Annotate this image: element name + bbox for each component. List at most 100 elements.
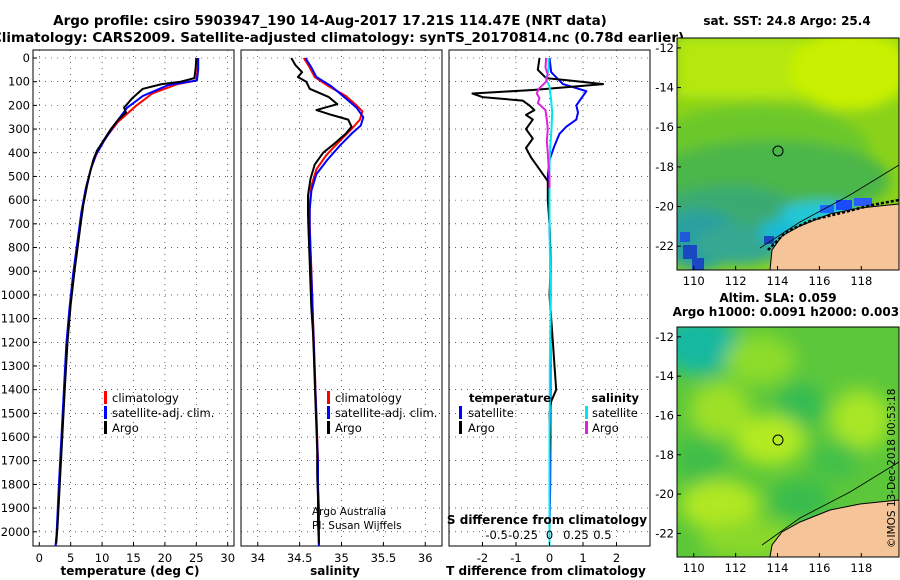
legend-swatch-climatology <box>327 391 330 404</box>
map-lat-label: -22 <box>655 239 674 253</box>
secondary-x-tick-label: 0.25 <box>563 528 589 542</box>
sst-map-title: sat. SST: 24.8 Argo: 25.4 <box>703 14 870 28</box>
secondary-x-tick-label: -0.5 <box>485 528 507 542</box>
legend-label-argo: Argo <box>112 421 139 435</box>
credit-line1: Argo Australia <box>312 506 386 518</box>
x-tick-label: 35 <box>334 551 349 565</box>
legend-header-temperature: temperature <box>469 391 551 405</box>
series-salinity-satellite <box>545 58 554 546</box>
sst-map-field <box>677 38 899 270</box>
depth-tick-label: 300 <box>8 122 30 136</box>
x-tick-label: 5 <box>67 551 74 565</box>
depth-tick-label: 1500 <box>1 406 30 420</box>
temperature-legend: climatology satellite-adj. clim. Argo <box>104 391 214 435</box>
map-lat-label: -14 <box>655 81 674 95</box>
difference-secondary-xlabel: S difference from climatology <box>447 513 647 527</box>
map-lon-label: 110 <box>683 561 705 575</box>
temperature-ticks: 0 5 10 15 20 25 30 <box>36 542 235 565</box>
x-tick-label: 25 <box>189 551 204 565</box>
credit-line2: PI: Susan Wijffels <box>312 520 402 532</box>
salinity-diff-tick-labels: -0.5 -0.25 0 0.25 0.5 <box>485 528 611 542</box>
salinity-plot-frame <box>240 49 443 547</box>
depth-tick-label: 0 <box>23 51 30 65</box>
timestamp: ©IMOS 13-Dec-2018 00:53:18 <box>886 389 898 548</box>
legend-label-climatology: climatology <box>112 391 179 405</box>
depth-tick-label: 400 <box>8 146 30 160</box>
map-lon-label: 110 <box>683 274 705 288</box>
legend-label-satellite: satellite-adj. clim. <box>112 406 214 420</box>
map-lat-label: -14 <box>655 369 674 383</box>
depth-tick-label: 1700 <box>1 454 30 468</box>
x-tick-label: 0 <box>546 551 553 565</box>
sst-map-frame <box>676 37 900 271</box>
depth-tick-label: 700 <box>8 217 30 231</box>
map-lat-label: -22 <box>655 526 674 540</box>
x-tick-label: 10 <box>95 551 110 565</box>
legend-label-sal-argo: Argo <box>592 421 619 435</box>
map-lat-label: -16 <box>655 408 674 422</box>
sla-map-frame <box>676 326 900 558</box>
argo-location-marker <box>772 434 784 446</box>
x-tick-label: 2 <box>613 551 620 565</box>
map-lat-label: -16 <box>655 120 674 134</box>
x-tick-label: 20 <box>158 551 173 565</box>
figure-title-line1: Argo profile: csiro 5903947_190 14-Aug-2… <box>53 13 607 29</box>
depth-tick-label: 900 <box>8 264 30 278</box>
depth-tick-label: 1600 <box>1 430 30 444</box>
temperature-xlabel: temperature (deg C) <box>61 564 200 578</box>
sla-map-field <box>677 327 899 557</box>
map-lon-label: 118 <box>850 561 872 575</box>
map-lat-label: -20 <box>655 487 674 501</box>
salinity-lines <box>290 57 365 546</box>
temperature-panel: 0 5 10 15 20 25 30 0 100 200 300 400 500 600 700 800 90… <box>1 49 235 578</box>
depth-tick-label: 600 <box>8 193 30 207</box>
series-argo <box>290 57 353 544</box>
legend-label-sal-satellite: satellite <box>592 406 638 420</box>
map-lon-label: 116 <box>808 561 830 575</box>
legend-swatch-sal-argo <box>585 421 588 434</box>
depth-tick-label: 1300 <box>1 359 30 373</box>
legend-swatch-satellite <box>327 406 330 419</box>
legend-swatch-sal-satellite <box>585 406 588 419</box>
depth-tick-label: 1900 <box>1 501 30 515</box>
sla-map-ticks: 110 112 114 116 118 -12 -14 -16 -18 -20 -22 <box>655 330 872 575</box>
map-lat-label: -18 <box>655 160 674 174</box>
x-tick-label: -2 <box>477 551 488 565</box>
map-lon-label: 112 <box>725 561 747 575</box>
difference-panel: -2 -1 0 1 2 T difference from climatology S … <box>446 49 651 578</box>
temperature-plot-frame <box>32 49 235 547</box>
secondary-x-tick-label: 0 <box>546 528 553 542</box>
x-tick-label: 34.5 <box>287 551 313 565</box>
legend-label-argo: Argo <box>335 421 362 435</box>
map-lon-label: 112 <box>725 274 747 288</box>
map-lon-label: 116 <box>808 274 830 288</box>
x-tick-label: 34 <box>250 551 265 565</box>
legend-label-satellite: satellite-adj. clim. <box>335 406 437 420</box>
legend-swatch-temp-argo <box>459 421 462 434</box>
depth-tick-label: 1200 <box>1 335 30 349</box>
legend-label-temp-satellite: satellite <box>468 406 514 420</box>
x-tick-label: 35.5 <box>371 551 397 565</box>
depth-tick-label: 100 <box>8 75 30 89</box>
difference-legend: temperature satellite Argo salinity sate… <box>459 391 639 435</box>
salinity-panel: 34 34.5 35 35.5 36 salinity climatology sate… <box>240 49 443 578</box>
depth-tick-label: 1100 <box>1 312 30 326</box>
legend-header-salinity: salinity <box>591 391 639 405</box>
x-tick-label: 0 <box>36 551 43 565</box>
difference-ticks: -2 -1 0 1 2 <box>477 542 620 565</box>
map-lon-label: 114 <box>767 561 789 575</box>
sla-map-title-line2: Argo h1000: 0.0091 h2000: 0.0037 <box>673 305 900 319</box>
difference-lines <box>471 57 605 546</box>
legend-swatch-satellite <box>104 406 107 419</box>
depth-tick-label: 200 <box>8 98 30 112</box>
temperature-lines <box>54 57 200 547</box>
salinity-ticks: 34 34.5 35 35.5 36 <box>250 542 433 565</box>
legend-label-climatology: climatology <box>335 391 402 405</box>
x-tick-label: 30 <box>220 551 235 565</box>
secondary-x-tick-label: -0.25 <box>508 528 538 542</box>
x-tick-label: 15 <box>126 551 141 565</box>
map-lat-label: -12 <box>655 330 674 344</box>
legend-swatch-argo <box>104 421 107 434</box>
map-lat-label: -18 <box>655 448 674 462</box>
